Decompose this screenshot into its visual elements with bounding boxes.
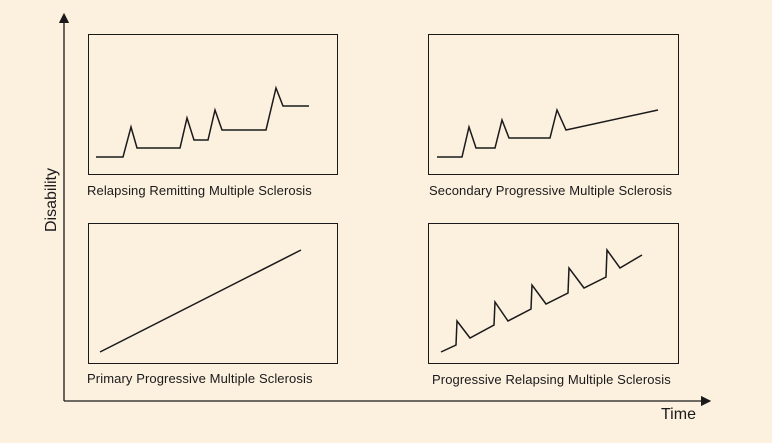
spms-course-line	[437, 107, 659, 158]
y-axis-label: Disability	[43, 167, 60, 233]
prms-course-line	[440, 247, 643, 353]
ppms-caption: Primary Progressive Multiple Sclerosis	[87, 371, 313, 386]
x-axis-label: Time	[661, 406, 696, 423]
ppms-panel	[88, 223, 338, 364]
rrms-panel	[88, 34, 338, 175]
spms-panel	[428, 34, 679, 175]
spms-caption: Secondary Progressive Multiple Sclerosis	[429, 183, 673, 198]
ppms-course-line	[99, 249, 302, 353]
rrms-caption: Relapsing Remitting Multiple Sclerosis	[87, 183, 312, 198]
prms-caption: Progressive Relapsing Multiple Sclerosis	[432, 372, 671, 387]
rrms-course-line	[96, 85, 309, 158]
prms-panel	[428, 223, 679, 364]
